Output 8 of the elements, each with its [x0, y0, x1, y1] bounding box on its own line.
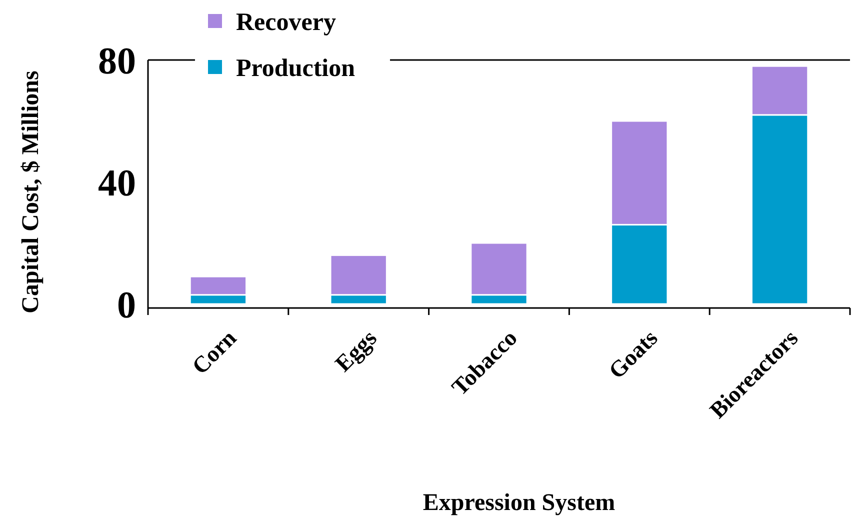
y-tick-label: 80: [98, 40, 136, 82]
legend-label: Production: [236, 54, 356, 82]
y-axis-title: Capital Cost, $ Millions: [18, 70, 44, 314]
x-axis-title: Expression System: [422, 490, 616, 516]
legend-label: Recovery: [236, 8, 336, 36]
x-tick-label: Corn: [187, 325, 242, 380]
y-tick-label: 40: [98, 162, 136, 204]
y-tick-label: 0: [117, 284, 136, 326]
